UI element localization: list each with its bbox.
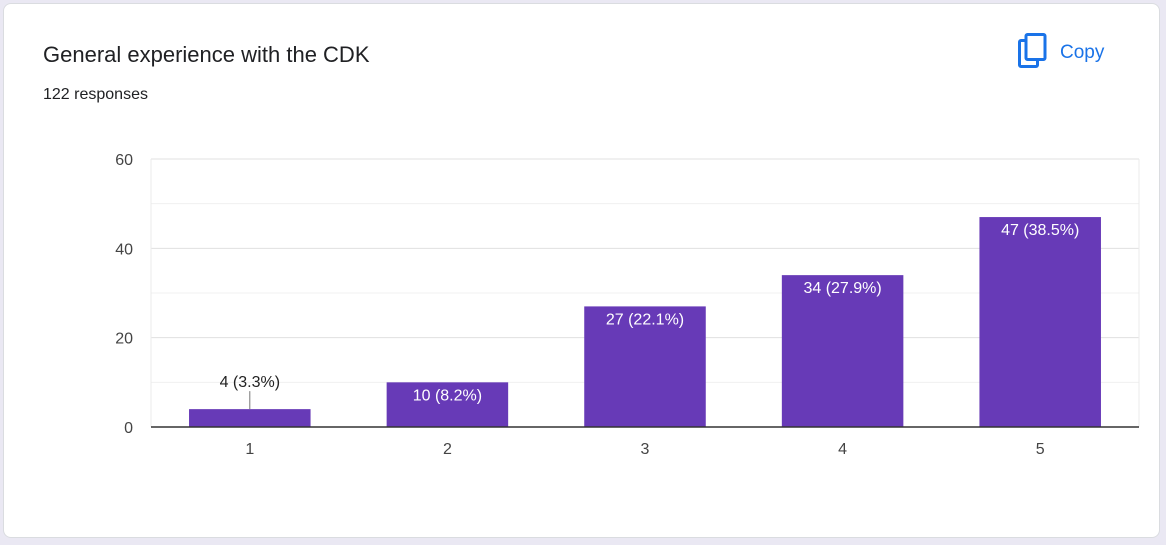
copy-label: Copy: [1060, 42, 1105, 63]
x-tick-label: 1: [245, 441, 254, 458]
x-tick-label: 4: [838, 441, 847, 458]
data-label: 47 (38.5%): [1001, 222, 1079, 239]
bar-3[interactable]: [584, 306, 706, 427]
copy-icon: [1018, 32, 1048, 74]
x-tick-label: 5: [1036, 441, 1045, 458]
data-label: 34 (27.9%): [803, 280, 881, 297]
data-label: 10 (8.2%): [413, 387, 482, 404]
chart-title: General experience with the CDK: [43, 42, 370, 67]
question-card: General experience with the CDK 122 resp…: [3, 3, 1160, 538]
copy-button[interactable]: Copy: [1012, 32, 1114, 74]
bar-2[interactable]: [386, 382, 509, 427]
x-tick-label: 3: [641, 441, 650, 458]
bar-5[interactable]: [979, 217, 1101, 427]
y-tick-label: 40: [115, 241, 133, 258]
y-tick-label: 60: [115, 152, 133, 169]
x-tick-label: 2: [443, 441, 452, 458]
response-count: 122 responses: [43, 86, 148, 103]
bar-1[interactable]: [189, 409, 311, 427]
data-label: 4 (3.3%): [220, 374, 280, 391]
y-tick-label: 20: [115, 331, 133, 348]
y-tick-label: 0: [124, 420, 133, 437]
bar-4[interactable]: [781, 275, 904, 427]
data-label: 27 (22.1%): [606, 311, 684, 328]
